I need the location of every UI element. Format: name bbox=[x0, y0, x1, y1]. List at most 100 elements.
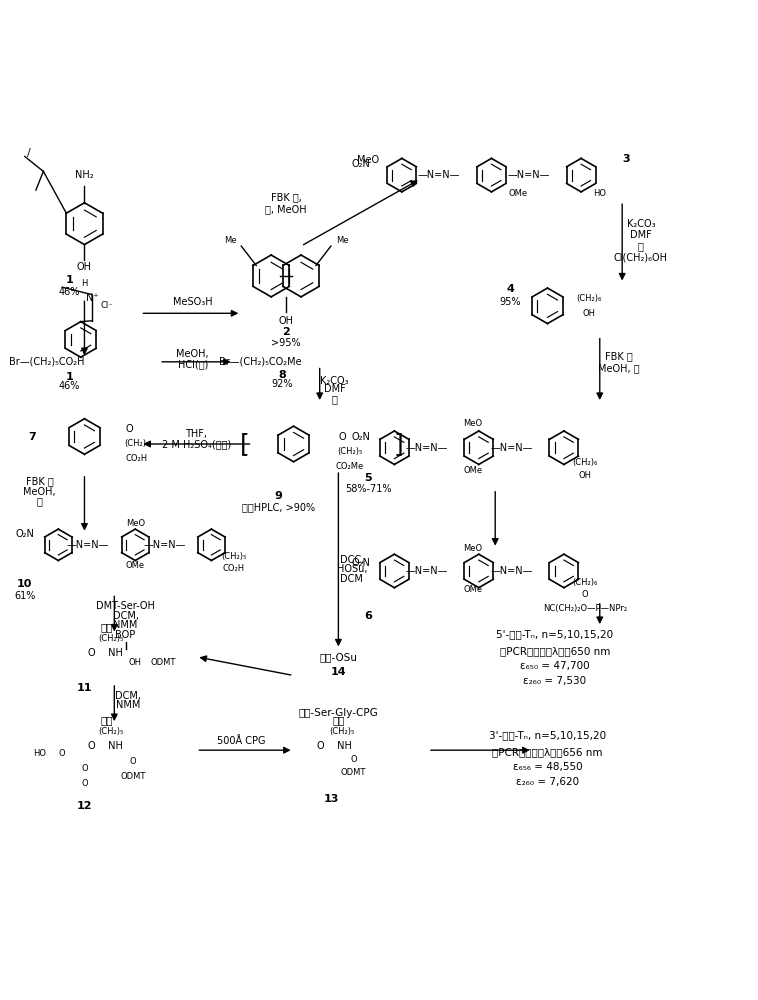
Text: O    NH: O NH bbox=[88, 741, 123, 751]
Text: MeO: MeO bbox=[463, 544, 482, 553]
Text: 8: 8 bbox=[278, 370, 287, 380]
Text: ε₆₅₀ = 47,700: ε₆₅₀ = 47,700 bbox=[520, 661, 590, 671]
Text: O₂N: O₂N bbox=[352, 432, 370, 442]
Text: MeO: MeO bbox=[357, 155, 379, 165]
Text: O: O bbox=[350, 755, 356, 764]
Text: N⁺: N⁺ bbox=[86, 293, 99, 303]
Text: 染料: 染料 bbox=[332, 715, 345, 725]
Text: Br—(CH₂)₅CO₂H: Br—(CH₂)₅CO₂H bbox=[9, 357, 85, 367]
Text: 染料: 染料 bbox=[101, 622, 113, 632]
Text: Br—(CH₂)₅CO₂Me: Br—(CH₂)₅CO₂Me bbox=[218, 357, 301, 367]
Text: OMe: OMe bbox=[463, 585, 482, 594]
Text: /: / bbox=[27, 148, 30, 158]
Text: —N=N—: —N=N— bbox=[490, 566, 533, 576]
Text: 3: 3 bbox=[622, 154, 630, 164]
Text: (CH₂)₆: (CH₂)₆ bbox=[572, 458, 597, 467]
Text: (CH₂)₆: (CH₂)₆ bbox=[576, 294, 601, 303]
Text: ]: ] bbox=[393, 432, 403, 456]
Text: O    NH: O NH bbox=[317, 741, 352, 751]
Text: —N=N—: —N=N— bbox=[490, 443, 533, 453]
Text: 2: 2 bbox=[282, 327, 290, 337]
Text: 水, MeOH: 水, MeOH bbox=[265, 204, 307, 214]
Text: ε₂₆₀ = 7,620: ε₂₆₀ = 7,620 bbox=[516, 777, 579, 787]
Text: ε₂₆₀ = 7,530: ε₂₆₀ = 7,530 bbox=[524, 676, 587, 686]
Text: 9: 9 bbox=[274, 491, 283, 501]
Text: 干: 干 bbox=[638, 241, 644, 251]
Text: 1: 1 bbox=[66, 275, 74, 285]
Text: ODMT: ODMT bbox=[121, 772, 146, 781]
Text: K₂CO₃: K₂CO₃ bbox=[627, 219, 655, 229]
Text: O    NH: O NH bbox=[88, 648, 123, 658]
Text: DCC,: DCC, bbox=[340, 555, 364, 565]
Text: OMe: OMe bbox=[508, 189, 527, 198]
Text: MeO: MeO bbox=[463, 419, 482, 428]
Text: HCl(液): HCl(液) bbox=[177, 359, 208, 369]
Text: O: O bbox=[130, 757, 136, 766]
Text: 干: 干 bbox=[332, 394, 337, 404]
Text: MeSO₃H: MeSO₃H bbox=[173, 297, 212, 307]
Text: Cl⁻: Cl⁻ bbox=[101, 301, 113, 310]
Text: ODMT: ODMT bbox=[150, 658, 176, 667]
Text: 4: 4 bbox=[506, 284, 514, 294]
Text: (CH₂)₅: (CH₂)₅ bbox=[98, 634, 124, 643]
Text: K₂CO₃: K₂CO₃ bbox=[321, 376, 349, 386]
Text: (CH₂)₅: (CH₂)₅ bbox=[221, 552, 246, 561]
Text: (CH₂)₅: (CH₂)₅ bbox=[98, 727, 124, 736]
Text: 14: 14 bbox=[330, 667, 346, 677]
Text: (CH₂)₅: (CH₂)₅ bbox=[124, 439, 149, 448]
Text: HOSu,: HOSu, bbox=[337, 564, 367, 574]
Text: O: O bbox=[126, 424, 133, 434]
Text: —N=N—: —N=N— bbox=[418, 170, 460, 180]
Text: OH: OH bbox=[279, 316, 293, 326]
Text: OMe: OMe bbox=[463, 466, 482, 475]
Text: MeOH, 水: MeOH, 水 bbox=[597, 363, 639, 373]
Text: FBK 盐: FBK 盐 bbox=[605, 352, 632, 362]
Text: FBK 盐,: FBK 盐, bbox=[271, 193, 302, 203]
Text: 10: 10 bbox=[17, 579, 33, 589]
Text: NMM: NMM bbox=[115, 700, 140, 710]
Text: 在PCR缓冲液中λ最大656 nm: 在PCR缓冲液中λ最大656 nm bbox=[492, 747, 603, 757]
Text: DCM,: DCM, bbox=[112, 611, 139, 621]
Text: 5: 5 bbox=[365, 473, 372, 483]
Text: CO₂H: CO₂H bbox=[223, 564, 245, 573]
Text: (CH₂)₆: (CH₂)₆ bbox=[572, 578, 597, 587]
Text: 46%: 46% bbox=[59, 381, 80, 391]
Text: 92%: 92% bbox=[271, 379, 293, 389]
Text: DMT-Ser-OH: DMT-Ser-OH bbox=[96, 601, 155, 611]
Text: OH: OH bbox=[129, 658, 142, 667]
Text: O: O bbox=[581, 590, 588, 599]
Text: O₂N: O₂N bbox=[352, 159, 370, 169]
Text: 1: 1 bbox=[66, 372, 74, 382]
Text: ε₆₅₆ = 48,550: ε₆₅₆ = 48,550 bbox=[512, 762, 582, 772]
Text: 11: 11 bbox=[77, 683, 92, 693]
Text: —N=N—: —N=N— bbox=[144, 540, 186, 550]
Text: H: H bbox=[81, 279, 88, 288]
Text: NC(CH₂)₂O—P—NPr₂: NC(CH₂)₂O—P—NPr₂ bbox=[543, 604, 627, 613]
Text: 500Å CPG: 500Å CPG bbox=[217, 736, 265, 746]
Text: THF,: THF, bbox=[186, 429, 208, 439]
Text: MeO: MeO bbox=[126, 519, 145, 528]
Text: 3'-染料-Tₙ, n=5,10,15,20: 3'-染料-Tₙ, n=5,10,15,20 bbox=[489, 730, 606, 740]
Text: >95%: >95% bbox=[271, 338, 301, 348]
Text: 61%: 61% bbox=[14, 591, 36, 601]
Text: FBK 盐: FBK 盐 bbox=[26, 476, 54, 486]
Text: —N=N—: —N=N— bbox=[406, 566, 448, 576]
Text: [: [ bbox=[240, 432, 250, 456]
Text: 12: 12 bbox=[77, 801, 92, 811]
Text: Me: Me bbox=[224, 236, 236, 245]
Text: 染料-OSu: 染料-OSu bbox=[319, 652, 357, 662]
Text: CO₂Me: CO₂Me bbox=[336, 462, 364, 471]
Text: 6: 6 bbox=[365, 611, 372, 621]
Text: O: O bbox=[81, 779, 88, 788]
Text: 46%: 46% bbox=[59, 287, 80, 297]
Text: OH: OH bbox=[578, 471, 591, 480]
Text: Me: Me bbox=[336, 236, 349, 245]
Text: MeOH,: MeOH, bbox=[177, 349, 209, 359]
Text: 染料-Ser-Gly-CPG: 染料-Ser-Gly-CPG bbox=[299, 708, 378, 718]
Text: 5'-染料-Tₙ, n=5,10,15,20: 5'-染料-Tₙ, n=5,10,15,20 bbox=[496, 629, 613, 639]
Text: DMF: DMF bbox=[630, 230, 652, 240]
Text: ODMT: ODMT bbox=[340, 768, 366, 777]
Text: DCM: DCM bbox=[340, 574, 363, 584]
Text: —N=N—: —N=N— bbox=[508, 170, 550, 180]
Text: NMM: NMM bbox=[114, 620, 138, 630]
